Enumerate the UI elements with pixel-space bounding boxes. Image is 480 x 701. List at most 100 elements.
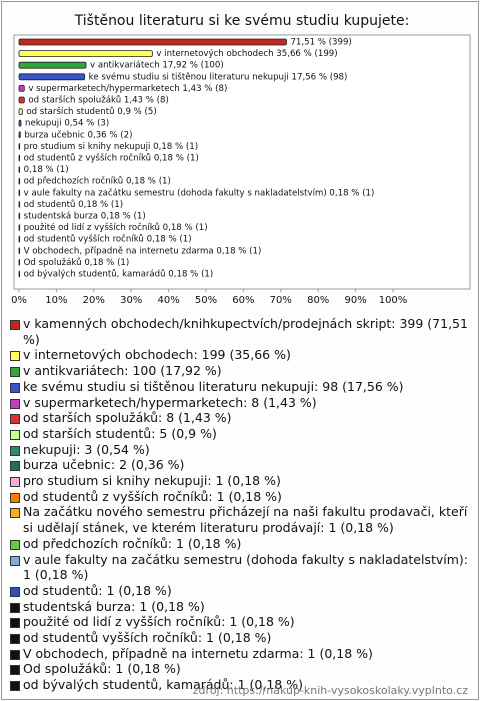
x-tick-label: 30% xyxy=(120,295,142,306)
value-label: v supermarketech/hypermarketech 1,43 % (… xyxy=(28,84,227,94)
value-label: od starších studentů 0,9 % (5) xyxy=(26,106,156,117)
value-label: Od spolužáků 0,18 % (1) xyxy=(24,257,130,268)
legend-swatch xyxy=(10,320,20,330)
bar xyxy=(18,189,21,197)
legend-swatch xyxy=(10,508,20,519)
legend-swatch xyxy=(10,665,20,676)
legend-swatch xyxy=(10,602,20,613)
value-label: použité od lidí z vyšších ročníků 0,18 %… xyxy=(24,222,208,233)
legend-item: v antikvariátech: 100 (17,92 %) xyxy=(10,363,472,379)
legend-item: burza učebnic: 2 (0,36 %) xyxy=(10,457,472,473)
legend-item: od předchozích ročníků: 1 (0,18 %) xyxy=(10,536,472,552)
legend-label: pro studium si knihy nekupuji: 1 (0,18 %… xyxy=(23,473,281,489)
value-label: studentská burza 0,18 % (1) xyxy=(24,212,146,222)
legend-item: od studentů vyšších ročníků: 1 (0,18 %) xyxy=(10,630,472,646)
legend-swatch xyxy=(10,445,20,456)
legend-item: použité od lidí z vyšších ročníků: 1 (0,… xyxy=(10,614,472,630)
legend-label: Od spolužáků: 1 (0,18 %) xyxy=(23,661,181,677)
legend-item: v internetových obchodech: 199 (35,66 %) xyxy=(10,347,472,363)
bar xyxy=(18,108,23,115)
legend-label: od starších spolužáků: 8 (1,43 %) xyxy=(23,410,232,426)
value-label: nekupuji 0,54 % (3) xyxy=(25,119,109,129)
legend-swatch xyxy=(10,398,20,409)
x-tick-label: 60% xyxy=(232,295,254,306)
legend: v kamenných obchodech/knihkupectvích/pro… xyxy=(10,316,472,693)
legend-swatch xyxy=(10,634,20,645)
legend-item: nekupuji: 3 (0,54 %) xyxy=(10,442,472,458)
x-tick-label: 80% xyxy=(307,295,329,306)
legend-swatch xyxy=(10,429,20,440)
legend-item: pro studium si knihy nekupuji: 1 (0,18 %… xyxy=(10,473,472,489)
legend-swatch xyxy=(10,492,20,503)
legend-label: od studentů z vyšších ročníků: 1 (0,18 %… xyxy=(23,488,282,504)
legend-label: v aule fakulty na začátku semestru (doho… xyxy=(23,551,468,583)
value-label: ke svému studiu si tištěnou literaturu n… xyxy=(89,71,348,82)
bar xyxy=(18,50,153,57)
legend-label: Na začátku nového semestru přicházejí na… xyxy=(23,504,468,536)
bar xyxy=(18,154,21,162)
x-tick-label: 10% xyxy=(45,295,67,306)
bar xyxy=(18,61,87,69)
value-label: V obchodech, případně na internetu zdarm… xyxy=(24,245,262,256)
value-label: od studentů 0,18 % (1) xyxy=(24,199,123,210)
legend-swatch xyxy=(10,681,20,692)
legend-item: od starších studentů: 5 (0,9 %) xyxy=(10,426,472,442)
legend-swatch xyxy=(10,477,20,488)
legend-swatch xyxy=(10,649,20,660)
value-label: od starších spolužáků 1,43 % (8) xyxy=(28,95,169,106)
legend-label: studentská burza: 1 (0,18 %) xyxy=(23,598,205,614)
legend-label: od předchozích ročníků: 1 (0,18 %) xyxy=(23,535,242,551)
bar xyxy=(18,200,21,208)
x-tick-label: 0% xyxy=(11,295,27,306)
chart-title: Tištěnou literaturu si ke svému studiu k… xyxy=(74,13,410,29)
legend-label: V obchodech, případně na internetu zdarm… xyxy=(23,645,373,661)
legend-item: Od spolužáků: 1 (0,18 %) xyxy=(10,661,472,677)
legend-swatch xyxy=(10,461,20,472)
legend-label: od bývalých studentů, kamarádů: 1 (0,18 … xyxy=(23,677,303,693)
legend-swatch xyxy=(10,414,20,425)
x-tick-label: 50% xyxy=(195,295,217,306)
bar xyxy=(18,270,21,278)
value-label: burza učebnic 0,36 % (2) xyxy=(24,129,132,140)
bar xyxy=(18,166,21,174)
legend-label: použité od lidí z vyšších ročníků: 1 (0,… xyxy=(23,614,295,630)
bar xyxy=(18,73,86,81)
legend-swatch xyxy=(10,555,20,566)
legend-item: v aule fakulty na začátku semestru (doho… xyxy=(10,552,472,583)
value-label: v antikvariátech 17,92 % (100) xyxy=(90,61,224,71)
value-label: od předchozích ročníků 0,18 % (1) xyxy=(24,176,171,187)
x-tick-label: 20% xyxy=(83,295,105,306)
legend-label: v supermarketech/hypermarketech: 8 (1,43… xyxy=(23,394,317,410)
legend-label: v internetových obchodech: 199 (35,66 %) xyxy=(23,347,291,363)
legend-item: Na začátku nového semestru přicházejí na… xyxy=(10,504,472,535)
bar xyxy=(18,247,21,255)
chart: Tištěnou literaturu si ke svému studiu k… xyxy=(11,13,471,306)
legend-label: v antikvariátech: 100 (17,92 %) xyxy=(23,363,222,379)
x-tick-label: 100% xyxy=(379,295,408,306)
legend-item: v kamenných obchodech/knihkupectvích/pro… xyxy=(10,316,472,347)
legend-label: burza učebnic: 2 (0,36 %) xyxy=(23,457,185,473)
bar xyxy=(18,212,21,220)
bar xyxy=(18,177,21,185)
value-label: od studentů z vyšších ročníků 0,18 % (1) xyxy=(24,153,199,164)
bar xyxy=(18,258,21,266)
x-tick-label: 90% xyxy=(344,295,366,306)
legend-item: studentská burza: 1 (0,18 %) xyxy=(10,599,472,615)
legend-swatch xyxy=(10,586,20,597)
value-label: od studentů vyšších ročníků 0,18 % (1) xyxy=(24,234,192,245)
legend-item: V obchodech, případně na internetu zdarm… xyxy=(10,646,472,662)
bar xyxy=(18,142,21,150)
legend-label: v kamenných obchodech/knihkupectvích/pro… xyxy=(23,316,468,347)
legend-label: ke svému studiu si tištěnou literaturu n… xyxy=(23,378,404,394)
legend-label: od studentů vyšších ročníků: 1 (0,18 %) xyxy=(23,630,272,646)
value-label: 71,51 % (399) xyxy=(290,38,351,48)
source: zdroj: https://nakup-knih-vysokoskolaky.… xyxy=(192,684,468,697)
x-tick-label: 40% xyxy=(157,295,179,306)
bar xyxy=(18,96,25,104)
legend-item: ke svému studiu si tištěnou literaturu n… xyxy=(10,379,472,395)
legend-swatch xyxy=(10,367,20,378)
value-label: od bývalých studentů, kamarádů 0,18 % (1… xyxy=(24,269,214,280)
legend-label: od starších studentů: 5 (0,9 %) xyxy=(23,425,217,441)
legend-label: od studentů: 1 (0,18 %) xyxy=(23,582,172,598)
